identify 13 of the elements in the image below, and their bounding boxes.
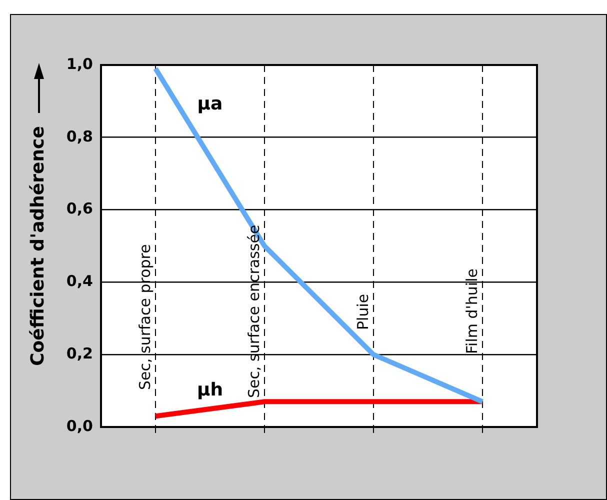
x-tick-label: Pluie [354, 294, 372, 330]
y-tick-label: 0,8 [66, 127, 93, 146]
series-label: µa [197, 93, 223, 114]
y-tick-label: 0,2 [66, 344, 93, 362]
x-tick-label: Film d'huile [462, 268, 481, 354]
y-axis-title: Coéfficient d'adhérence [27, 126, 48, 366]
y-tick-label: 0,6 [66, 200, 93, 218]
x-tick-label: Sec, surface propre [136, 244, 154, 390]
y-tick-label: 0,0 [66, 416, 93, 435]
x-tick-label: Sec, surface encrassée [244, 224, 263, 398]
y-tick-label: 1,0 [66, 54, 93, 73]
y-tick-label: 0,4 [66, 272, 93, 290]
series-label: µh [196, 380, 224, 401]
